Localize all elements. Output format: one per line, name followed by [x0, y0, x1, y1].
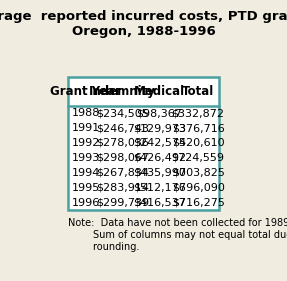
Text: Grant Year: Grant Year [50, 85, 121, 98]
Text: 1988: 1988 [71, 108, 100, 118]
Text: $278,036: $278,036 [96, 138, 149, 148]
Text: $703,825: $703,825 [172, 168, 224, 178]
Text: $129,973: $129,973 [133, 123, 186, 133]
Text: $796,090: $796,090 [172, 183, 224, 193]
Text: 1996: 1996 [71, 198, 100, 208]
Text: 1992: 1992 [71, 138, 100, 148]
Text: Average  reported incurred costs, PTD grants,
Oregon, 1988-1996: Average reported incurred costs, PTD gra… [0, 10, 287, 38]
Text: $512,176: $512,176 [133, 183, 186, 193]
Text: $716,275: $716,275 [172, 198, 224, 208]
Text: Note:  Data have not been collected for 1989 and 1990.
        Sum of columns ma: Note: Data have not been collected for 1… [68, 218, 287, 251]
Text: $267,834: $267,834 [96, 168, 149, 178]
Text: Total: Total [182, 85, 214, 98]
Text: 1993: 1993 [71, 153, 100, 163]
Text: $283,914: $283,914 [96, 183, 149, 193]
Text: 1991: 1991 [71, 123, 100, 133]
Text: 1995: 1995 [71, 183, 100, 193]
Text: $242,574: $242,574 [133, 138, 186, 148]
Text: $416,537: $416,537 [133, 198, 186, 208]
Text: $435,990: $435,990 [133, 168, 186, 178]
Text: 1994: 1994 [71, 168, 100, 178]
Text: Medical: Medical [134, 85, 185, 98]
Text: Indemnity: Indemnity [89, 85, 156, 98]
Text: $299,739: $299,739 [96, 198, 149, 208]
Text: $246,743: $246,743 [96, 123, 149, 133]
Text: $520,610: $520,610 [172, 138, 224, 148]
Text: $724,559: $724,559 [172, 153, 225, 163]
Text: $98,367: $98,367 [137, 108, 183, 118]
Text: $426,492: $426,492 [133, 153, 186, 163]
Bar [68, 76, 219, 210]
Text: $376,716: $376,716 [172, 123, 224, 133]
Text: $332,872: $332,872 [172, 108, 225, 118]
Text: $234,505: $234,505 [96, 108, 149, 118]
Text: $298,067: $298,067 [96, 153, 149, 163]
